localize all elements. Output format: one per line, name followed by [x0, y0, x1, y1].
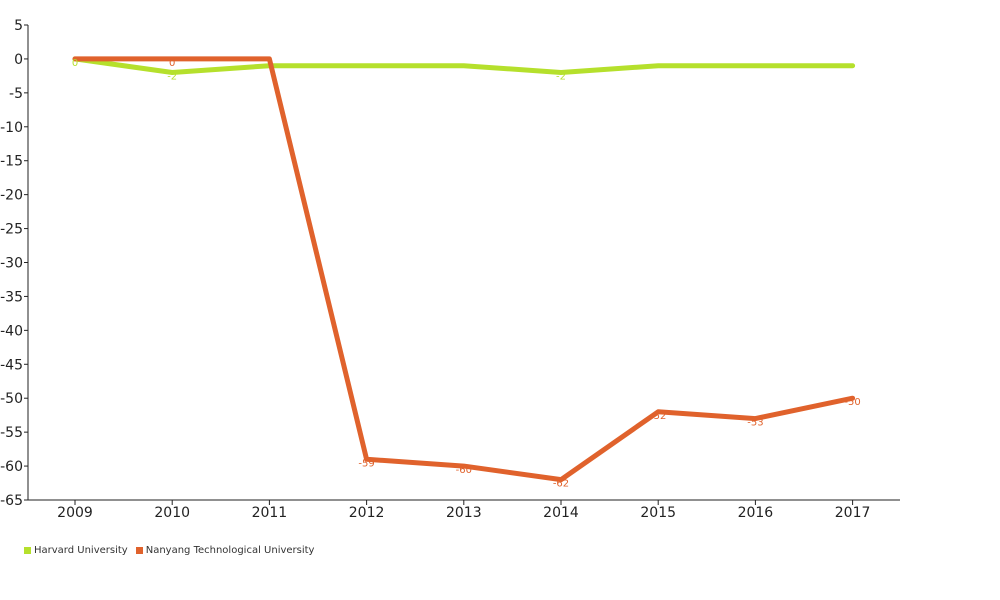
- y-axis: 5 0 -5 -10 -15 -20 -25 -30 -35 -40 -45 -50 -55 -60 -65: [0, 18, 29, 509]
- series-layer: [72, 56, 856, 483]
- y-tick-label: -55: [0, 425, 23, 441]
- data-label: -2: [556, 72, 566, 83]
- data-point: [461, 464, 466, 469]
- data-label: -59: [358, 458, 374, 469]
- data-point: [753, 63, 758, 68]
- data-label: -53: [747, 418, 763, 429]
- data-labels: 0 -2 -2 0 -59 -60 -62 -52 -53 -50: [72, 58, 861, 490]
- data-point: [461, 63, 466, 68]
- y-tick-label: -45: [0, 357, 23, 373]
- data-label: -60: [456, 465, 472, 476]
- y-tick-label: -65: [0, 493, 23, 509]
- x-tick-label: 2013: [446, 505, 482, 521]
- legend-item[interactable]: Harvard University: [24, 545, 128, 556]
- y-tick-label: -50: [0, 391, 23, 407]
- legend-label: Harvard University: [34, 545, 128, 556]
- y-tick-label: -30: [0, 256, 23, 272]
- x-axis: 2009 2010 2011 2012 2013 2014 2015 2016 2017: [28, 499, 900, 521]
- data-label: -62: [553, 479, 569, 490]
- x-tick-label: 2010: [154, 505, 190, 521]
- data-point: [850, 63, 855, 68]
- data-label: 0: [72, 58, 78, 69]
- data-point: [170, 56, 175, 61]
- legend-item[interactable]: Nanyang Technological University: [135, 545, 315, 556]
- x-tick-label: 2016: [738, 505, 774, 521]
- data-label: 0: [169, 58, 175, 69]
- data-point: [364, 457, 369, 462]
- x-tick-label: 2011: [252, 505, 288, 521]
- data-point: [170, 70, 175, 75]
- y-tick-label: -10: [0, 120, 23, 136]
- data-point: [267, 56, 272, 61]
- y-tick-label: -5: [9, 86, 23, 102]
- data-point: [656, 63, 661, 68]
- legend: Harvard University Nanyang Technological …: [24, 545, 314, 556]
- y-tick-label: 5: [14, 18, 23, 34]
- legend-swatch: [24, 547, 31, 554]
- line-chart: 50-5-10-15-20-25-30-35-40-45-50-55-60-65…: [0, 18, 900, 521]
- x-tick-label: 2012: [349, 505, 385, 521]
- legend-swatch: [135, 547, 143, 554]
- data-label: -50: [844, 397, 860, 408]
- data-point: [73, 56, 77, 61]
- y-tick-label: 0: [14, 52, 23, 68]
- data-label: -2: [167, 72, 177, 83]
- legend-label: Nanyang Technological University: [145, 545, 315, 556]
- x-tick-label: 2017: [835, 505, 871, 521]
- x-tick-label: 2014: [543, 505, 579, 521]
- data-point: [559, 477, 563, 482]
- series-line-1: [72, 56, 856, 483]
- data-point: [559, 70, 563, 75]
- y-tick-label: -60: [0, 459, 23, 475]
- y-tick-label: -35: [0, 289, 23, 305]
- y-tick-label: -20: [0, 188, 23, 204]
- data-point: [753, 416, 758, 421]
- x-tick-label: 2015: [640, 505, 676, 521]
- y-tick-label: -40: [0, 323, 23, 339]
- y-tick-label: -15: [0, 154, 23, 170]
- data-point: [364, 63, 369, 68]
- data-point: [656, 409, 661, 414]
- data-point: [850, 396, 855, 401]
- data-label: -52: [650, 411, 666, 422]
- x-tick-label: 2009: [57, 505, 93, 521]
- y-tick-label: -25: [0, 222, 23, 238]
